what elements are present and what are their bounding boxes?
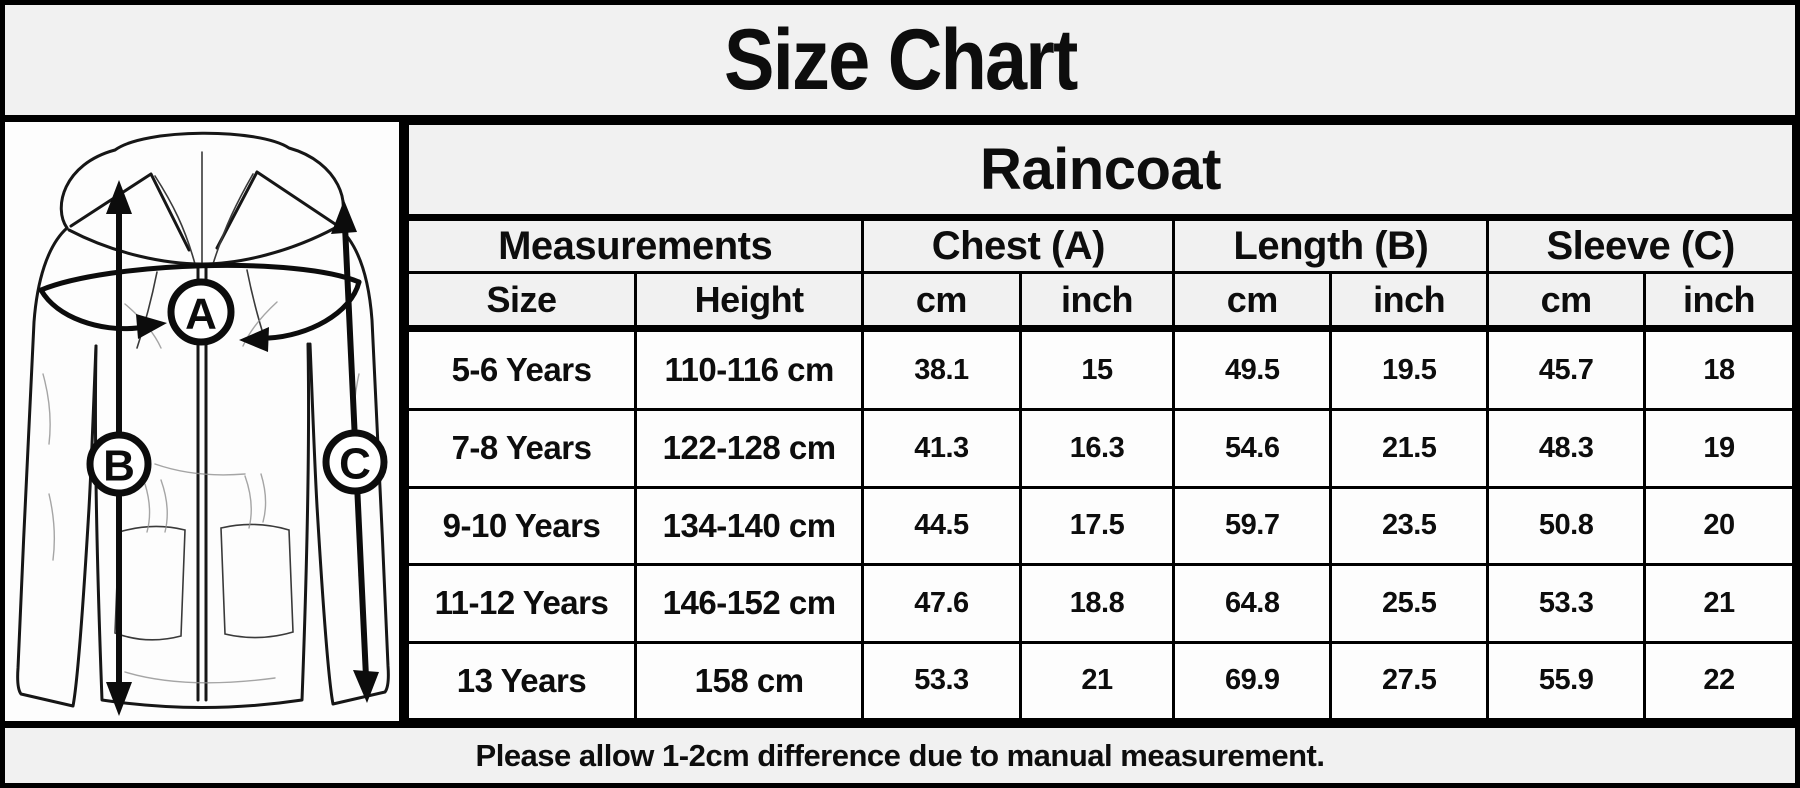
table-row: 7-8 Years 122-128 cm 41.3 16.3 54.6 21.5… xyxy=(406,408,1796,489)
raincoat-sketch xyxy=(16,131,390,709)
col-header-chest-inch: inch xyxy=(1018,271,1176,332)
group-header-measurements: Measurements xyxy=(405,216,865,274)
col-header-sleeve-inch: inch xyxy=(1642,271,1796,332)
table-row: 5-6 Years 110-116 cm 38.1 15 49.5 19.5 4… xyxy=(406,326,1796,412)
size-table-panel: Raincoat Measurements Chest (A) Length (… xyxy=(405,122,1796,722)
product-header-row: Raincoat xyxy=(406,122,1795,221)
product-header: Raincoat xyxy=(406,122,1795,221)
table-cell: 50.8 xyxy=(1486,485,1646,567)
table-cell: 11-12 Years xyxy=(406,563,637,644)
table-cell: 146-152 cm xyxy=(633,563,865,644)
arrowhead-left-icon xyxy=(239,327,269,352)
table-cell: 44.5 xyxy=(861,485,1022,567)
table-cell: 25.5 xyxy=(1329,563,1490,644)
table-cell: 47.6 xyxy=(861,563,1022,644)
group-header-length: Length (B) xyxy=(1172,216,1490,274)
table-cell: 13 Years xyxy=(406,640,637,722)
table-cell: 7-8 Years xyxy=(406,408,637,489)
column-header-row: Size Height cm inch cm inch cm inch xyxy=(406,271,1796,332)
table-cell: 55.9 xyxy=(1486,640,1646,722)
table-cell: 158 cm xyxy=(633,640,865,722)
table-row: 13 Years 158 cm 53.3 21 69.9 27.5 55.9 2… xyxy=(406,640,1796,722)
table-cell: 27.5 xyxy=(1329,640,1490,722)
page-title: Size Chart xyxy=(723,11,1078,108)
arrowhead-down-icon xyxy=(106,682,132,716)
col-header-size: Size xyxy=(406,271,637,332)
arrowhead-up-icon xyxy=(331,200,357,234)
chest-label: A xyxy=(185,290,217,339)
table-cell: 19 xyxy=(1642,408,1796,489)
table-row: 9-10 Years 134-140 cm 44.5 17.5 59.7 23.… xyxy=(406,485,1796,567)
table-cell: 64.8 xyxy=(1172,563,1333,644)
table-cell: 59.7 xyxy=(1172,485,1333,567)
table-cell: 18.8 xyxy=(1018,563,1176,644)
table-cell: 48.3 xyxy=(1486,408,1646,489)
table-cell: 19.5 xyxy=(1329,326,1490,412)
length-label: B xyxy=(103,442,135,491)
size-table: Raincoat Measurements Chest (A) Length (… xyxy=(405,122,1796,722)
arrowhead-right-icon xyxy=(136,314,167,339)
table-cell: 16.3 xyxy=(1018,408,1176,489)
measurement-disclaimer: Please allow 1-2cm difference due to man… xyxy=(475,737,1325,773)
raincoat-diagram: A B C xyxy=(16,131,390,716)
group-header-row: Measurements Chest (A) Length (B) Sleeve… xyxy=(405,216,1795,274)
col-header-chest-cm: cm xyxy=(861,271,1022,332)
table-cell: 22 xyxy=(1642,640,1796,722)
table-cell: 38.1 xyxy=(861,326,1022,412)
sleeve-label: C xyxy=(339,440,371,489)
group-header-chest: Chest (A) xyxy=(861,216,1176,274)
table-cell: 54.6 xyxy=(1172,408,1333,489)
table-cell: 41.3 xyxy=(861,408,1022,489)
table-cell: 9-10 Years xyxy=(406,485,637,567)
table-row: 11-12 Years 146-152 cm 47.6 18.8 64.8 25… xyxy=(406,563,1796,644)
table-cell: 45.7 xyxy=(1486,326,1646,412)
table-cell: 17.5 xyxy=(1018,485,1176,567)
sleeve-label-badge xyxy=(322,429,388,495)
table-cell: 5-6 Years xyxy=(406,326,637,412)
table-cell: 23.5 xyxy=(1329,485,1490,567)
table-cell: 15 xyxy=(1018,326,1176,412)
col-header-height: Height xyxy=(633,271,865,332)
table-cell: 21 xyxy=(1642,563,1796,644)
table-cell: 53.3 xyxy=(1486,563,1646,644)
measurement-diagram-panel: A B C xyxy=(5,122,399,721)
table-cell: 20 xyxy=(1642,485,1796,567)
col-header-length-inch: inch xyxy=(1329,271,1490,332)
table-cell: 18 xyxy=(1642,326,1796,412)
footer-note-bar: Please allow 1-2cm difference due to man… xyxy=(5,728,1795,783)
table-cell: 21 xyxy=(1018,640,1176,722)
table-cell: 21.5 xyxy=(1329,408,1490,489)
chest-label-badge xyxy=(167,278,235,346)
arrowhead-down-icon xyxy=(353,670,379,703)
group-header-sleeve: Sleeve (C) xyxy=(1486,216,1795,274)
table-cell: 69.9 xyxy=(1172,640,1333,722)
table-cell: 122-128 cm xyxy=(633,408,865,489)
chest-measure-arrow xyxy=(38,262,362,352)
arrowhead-up-icon xyxy=(106,180,132,214)
length-label-badge xyxy=(86,431,152,497)
title-bar: Size Chart xyxy=(5,5,1795,115)
col-header-sleeve-cm: cm xyxy=(1486,271,1646,332)
table-cell: 134-140 cm xyxy=(633,485,865,567)
table-cell: 110-116 cm xyxy=(633,326,865,412)
table-cell: 49.5 xyxy=(1172,326,1333,412)
col-header-length-cm: cm xyxy=(1172,271,1333,332)
table-cell: 53.3 xyxy=(861,640,1022,722)
